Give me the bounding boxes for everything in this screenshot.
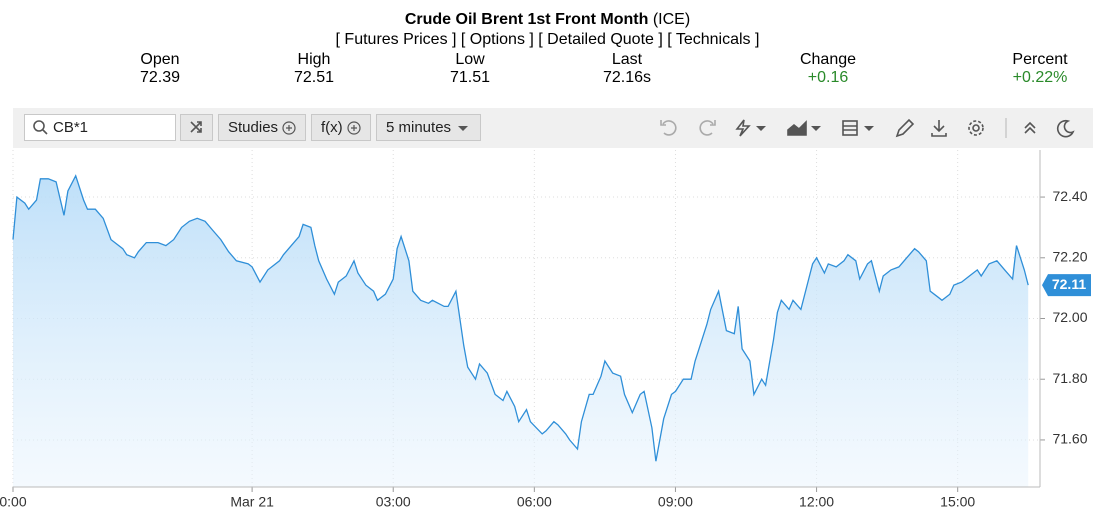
caret: [864, 126, 874, 131]
nav-link[interactable]: [ Options ]: [460, 31, 534, 48]
quote-label: Last: [611, 51, 643, 68]
last-value-marker: [1042, 274, 1091, 297]
plus-icon: [286, 125, 292, 131]
plus-icon: [347, 121, 361, 135]
download-icon[interactable]: [931, 120, 947, 137]
quote-value: 72.51: [293, 69, 335, 86]
search-icon: [33, 120, 45, 132]
fx-button[interactable]: f(x): [311, 114, 371, 141]
toolbar-icons: [33, 118, 1075, 138]
draw-icon[interactable]: [895, 118, 915, 138]
layout-icon: [843, 125, 857, 131]
layout-icon[interactable]: [842, 120, 858, 136]
caret: [458, 126, 468, 131]
collapse-icon[interactable]: [1024, 121, 1036, 134]
quote-value: +0.16: [807, 69, 849, 86]
y-tick-label: 71.60: [1052, 431, 1087, 447]
exchange: (ICE): [652, 11, 691, 28]
nav-link[interactable]: [ Detailed Quote ]: [538, 31, 663, 48]
studies-icon[interactable]: [735, 119, 751, 137]
x-tick-label: Mar 21: [230, 494, 274, 510]
quote-label: Percent: [1012, 51, 1068, 68]
caret: [756, 126, 766, 131]
shuffle-button[interactable]: [180, 114, 213, 141]
y-tick-label: 71.80: [1052, 370, 1087, 386]
title: Crude Oil Brent 1st Front Month: [404, 11, 649, 28]
settings-icon[interactable]: [972, 124, 980, 132]
nav: [ Futures Prices ] [ Options ] [ Detaile…: [0, 31, 1095, 49]
plus-icon: [351, 125, 357, 131]
last-value-label: 72.11: [1052, 276, 1086, 292]
quote-value: 71.51: [449, 69, 491, 86]
shuffle-icon: [190, 121, 202, 133]
settings-icon: [968, 120, 984, 136]
theme-icon[interactable]: [1057, 119, 1075, 138]
quote-value: +0.22%: [1012, 69, 1068, 86]
search-icon: [42, 129, 48, 135]
quote-label: Open: [140, 51, 180, 68]
chart-type-icon[interactable]: [787, 120, 807, 136]
undo-icon[interactable]: [660, 120, 677, 136]
header: Crude Oil Brent 1st Front Month (ICE): [0, 11, 1095, 29]
x-tick-label: 09:00: [658, 494, 693, 510]
x-tick-label: 06:00: [517, 494, 552, 510]
nav-link[interactable]: [ Technicals ]: [667, 31, 760, 48]
quote-label: Change: [799, 51, 857, 68]
y-tick-label: 72.40: [1052, 188, 1087, 204]
quote-label: Low: [455, 51, 485, 68]
nav-link[interactable]: [ Futures Prices ]: [335, 31, 457, 48]
toolbar: CB*1 Studies f(x) 5 minutes: [13, 108, 1093, 148]
search-box[interactable]: CB*1: [24, 114, 176, 141]
y-tick-label: 72.00: [1052, 309, 1087, 325]
interval-button[interactable]: 5 minutes: [376, 114, 481, 141]
quote-value: 72.39: [139, 69, 181, 86]
redo-icon[interactable]: [699, 120, 716, 136]
price-line: [12, 174, 1029, 462]
quote-label: High: [297, 51, 331, 68]
x-tick-label: 12:00: [799, 494, 834, 510]
y-tick-label: 72.20: [1052, 248, 1087, 264]
x-tick-label: 0:00: [0, 494, 27, 510]
area-fill: [13, 175, 1029, 488]
x-tick-label: 15:00: [940, 494, 975, 510]
caret: [811, 126, 821, 131]
x-tick-label: 03:00: [376, 494, 411, 510]
quote-value: 72.16s: [602, 69, 652, 86]
plus-icon: [282, 121, 296, 135]
